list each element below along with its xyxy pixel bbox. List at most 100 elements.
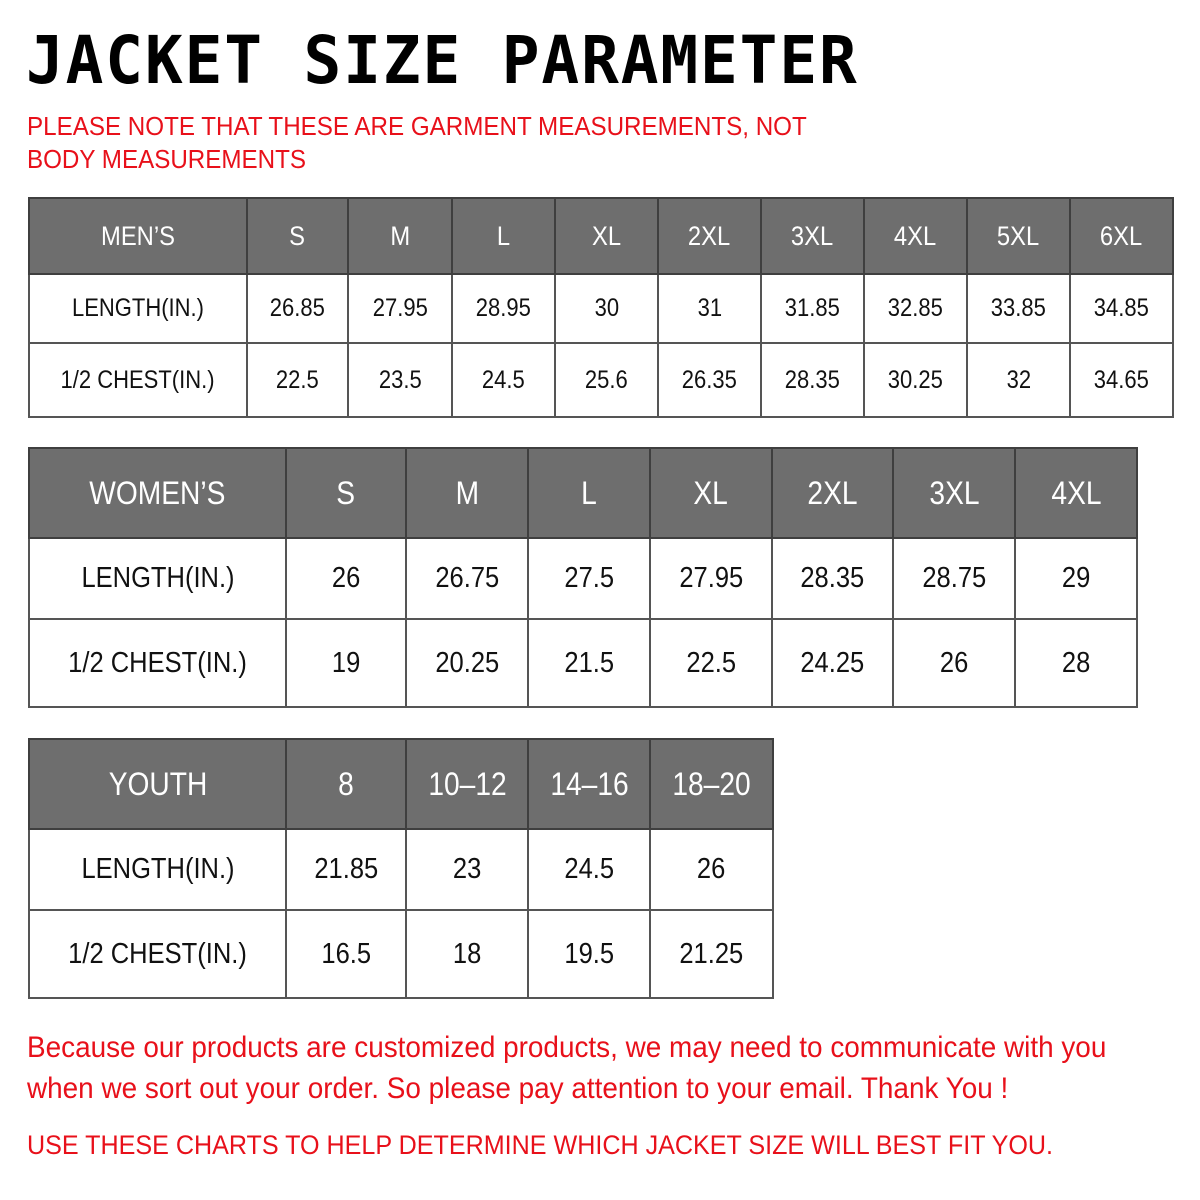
mens-size-table: MEN’S S M L XL 2XL 3XL 4XL 5XL 6XL LENGTH(IN.) 26.8…	[28, 197, 1174, 418]
measurement-cell: 22.5	[246, 342, 349, 418]
cell-text: 24.5	[482, 365, 525, 394]
half-chest-row: 1/2 CHEST(IN.) 19 20.25 21.5 22.5 24.25 26 28	[28, 618, 1138, 708]
cell-text: 26	[697, 853, 726, 885]
cell-text: 26	[939, 646, 969, 679]
row-label-cell: LENGTH(IN.)	[28, 273, 248, 344]
measurement-cell: 20.25	[405, 618, 529, 708]
cell-text: 3XL	[791, 220, 834, 251]
measurement-cell: 26	[892, 618, 1016, 708]
cell-text: 27.95	[372, 294, 428, 322]
measurement-cell: 27.5	[527, 537, 651, 620]
cell-text: 18	[452, 937, 482, 970]
cell-text: 22.5	[686, 646, 736, 679]
cell-text: 4XL	[894, 220, 937, 251]
customization-notice: Because our products are customized prod…	[27, 1027, 1106, 1109]
cell-text: 5XL	[997, 220, 1040, 251]
cell-text: S	[289, 220, 306, 251]
cell-text: YOUTH	[108, 765, 207, 802]
cell-text: M	[455, 474, 479, 511]
size-header-cell: S	[246, 197, 349, 275]
row-label-cell: 1/2 CHEST(IN.)	[28, 618, 287, 708]
measurement-cell: 29	[1014, 537, 1138, 620]
cell-text: 33.85	[990, 294, 1047, 322]
size-header-cell: 2XL	[657, 197, 762, 275]
cell-text: L	[581, 474, 597, 511]
measurement-cell: 24.5	[451, 342, 556, 418]
customization-notice-line-2: when we sort out your order. So please p…	[27, 1072, 1009, 1105]
size-header-cell: 5XL	[966, 197, 1071, 275]
cell-text: 34.65	[1093, 365, 1150, 394]
measurement-cell: 28.35	[771, 537, 894, 620]
cell-text: 19.5	[564, 937, 614, 970]
category-header-cell: YOUTH	[28, 738, 287, 830]
cell-text: 27.95	[679, 562, 743, 594]
measurement-note: PLEASE NOTE THAT THESE ARE GARMENT MEASU…	[27, 111, 807, 174]
size-chart-note: USE THESE CHARTS TO HELP DETERMINE WHICH…	[27, 1130, 1054, 1160]
cell-text: 4XL	[1050, 474, 1102, 511]
size-header-cell: 4XL	[863, 197, 968, 275]
youth-size-table: YOUTH 8 10–12 14–16 18–20 LENGTH(IN.) 21.85 23 2…	[28, 738, 774, 999]
cell-text: 26.35	[681, 365, 738, 394]
measurement-cell: 28.35	[760, 342, 865, 418]
cell-text: 26	[331, 562, 361, 594]
cell-text: 28	[1061, 646, 1091, 679]
size-header-cell: S	[285, 447, 407, 539]
size-header-cell: 3XL	[760, 197, 865, 275]
cell-text: 32.85	[887, 294, 944, 322]
measurement-cell: 25.6	[554, 342, 659, 418]
cell-text: 23	[452, 853, 482, 885]
size-header-cell: 8	[285, 738, 407, 830]
cell-text: 24.5	[564, 853, 614, 885]
cell-text: 14–16	[549, 765, 629, 802]
measurement-cell: 21.5	[527, 618, 651, 708]
cell-text: 23.5	[378, 365, 422, 394]
measurement-cell: 24.5	[527, 828, 651, 911]
measurement-cell: 23.5	[347, 342, 453, 418]
cell-text: LENGTH(IN.)	[80, 562, 235, 594]
cell-text: 2XL	[807, 474, 858, 511]
measurement-cell: 28.95	[451, 273, 556, 344]
cell-text: 1/2 CHEST(IN.)	[60, 365, 216, 394]
cell-text: 21.5	[564, 646, 614, 679]
size-header-cell: 3XL	[892, 447, 1016, 539]
cell-text: 26.85	[269, 294, 326, 322]
measurement-cell: 27.95	[347, 273, 453, 344]
measurement-cell: 24.25	[771, 618, 894, 708]
cell-text: LENGTH(IN.)	[80, 853, 235, 885]
cell-text: LENGTH(IN.)	[72, 294, 204, 322]
row-label-cell: 1/2 CHEST(IN.)	[28, 909, 287, 999]
row-label-cell: 1/2 CHEST(IN.)	[28, 342, 248, 418]
cell-text: XL	[591, 220, 622, 251]
cell-text: 3XL	[928, 474, 980, 511]
measurement-cell: 23	[405, 828, 529, 911]
measurement-cell: 28.75	[892, 537, 1016, 620]
cell-text: 10–12	[427, 765, 507, 802]
cell-text: 27.5	[564, 562, 614, 594]
measurement-cell: 31	[657, 273, 762, 344]
cell-text: 31.85	[784, 294, 841, 322]
cell-text: 16.5	[321, 937, 371, 970]
size-header-cell: XL	[554, 197, 659, 275]
womens-size-table: WOMEN’S S M L XL 2XL 3XL 4XL LENGTH(IN.) 26 26.75 2…	[28, 447, 1138, 708]
size-header-cell: 10–12	[405, 738, 529, 830]
measurement-cell: 32.85	[863, 273, 968, 344]
cell-text: 32	[1006, 365, 1031, 394]
cell-text: 26.75	[435, 562, 499, 594]
size-header-cell: 6XL	[1069, 197, 1174, 275]
cell-text: M	[390, 220, 410, 251]
measurement-cell: 26.35	[657, 342, 762, 418]
size-header-cell: L	[451, 197, 556, 275]
cell-text: 19	[331, 646, 361, 679]
cell-text: 34.85	[1093, 294, 1150, 322]
cell-text: 30.25	[887, 365, 944, 394]
length-row: LENGTH(IN.) 21.85 23 24.5 26	[28, 828, 774, 911]
measurement-cell: 21.85	[285, 828, 407, 911]
measurement-cell: 26.75	[405, 537, 529, 620]
table-header-row: WOMEN’S S M L XL 2XL 3XL 4XL	[28, 447, 1138, 539]
measurement-cell: 30.25	[863, 342, 968, 418]
measurement-cell: 16.5	[285, 909, 407, 999]
cell-text: 21.25	[679, 937, 744, 970]
cell-text: 6XL	[1100, 220, 1143, 251]
size-header-cell: 18–20	[649, 738, 774, 830]
half-chest-row: 1/2 CHEST(IN.) 22.5 23.5 24.5 25.6 26.35 28.35…	[28, 342, 1174, 418]
